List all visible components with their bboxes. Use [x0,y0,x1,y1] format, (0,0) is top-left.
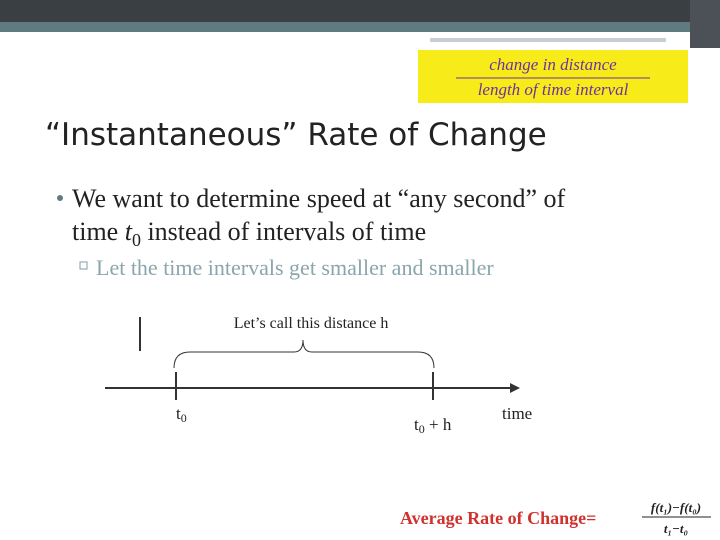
formula-numerator: change in distance [489,55,617,74]
top-corner [690,0,720,48]
top-bar [0,0,720,22]
top-accent [0,22,720,32]
t0h-label: t0 + h [414,415,452,436]
footer-label: Average Rate of Change= [400,508,596,528]
t0-base: t [176,404,181,423]
sub-bullet: Let the time intervals get smaller and s… [96,255,494,280]
t0h-base: t [414,415,419,434]
bullet-text: instead of intervals of time [141,217,426,246]
sub-bullet-marker [79,261,88,270]
bullet-line1: We want to determine speed at “any secon… [72,184,565,213]
t0-label: t0 [176,404,187,425]
bullet-var-sub: 0 [132,230,141,250]
brace-label: Let’s call this distance h [234,315,389,332]
formula-denominator: length of time interval [478,80,629,99]
slide-title: “Instantaneous” Rate of Change [45,117,547,153]
footer-denominator: t₁−t₀ [664,521,688,536]
formula-box [418,50,688,103]
t0h-rest: + h [425,415,452,434]
t0h-sub: 0 [419,422,425,436]
bullet-text: time [72,217,125,246]
bullet-var: t [125,217,133,246]
footer-numerator: f(t₁)−f(t₀) [651,500,701,515]
brace [173,339,435,369]
top-strip [430,38,666,42]
axis-label: time [502,404,532,423]
t0-sub: 0 [181,411,187,425]
bullet-dot [57,195,63,201]
bullet-line2: time t0 instead of intervals of time [72,217,426,250]
axis-arrow [510,383,520,393]
